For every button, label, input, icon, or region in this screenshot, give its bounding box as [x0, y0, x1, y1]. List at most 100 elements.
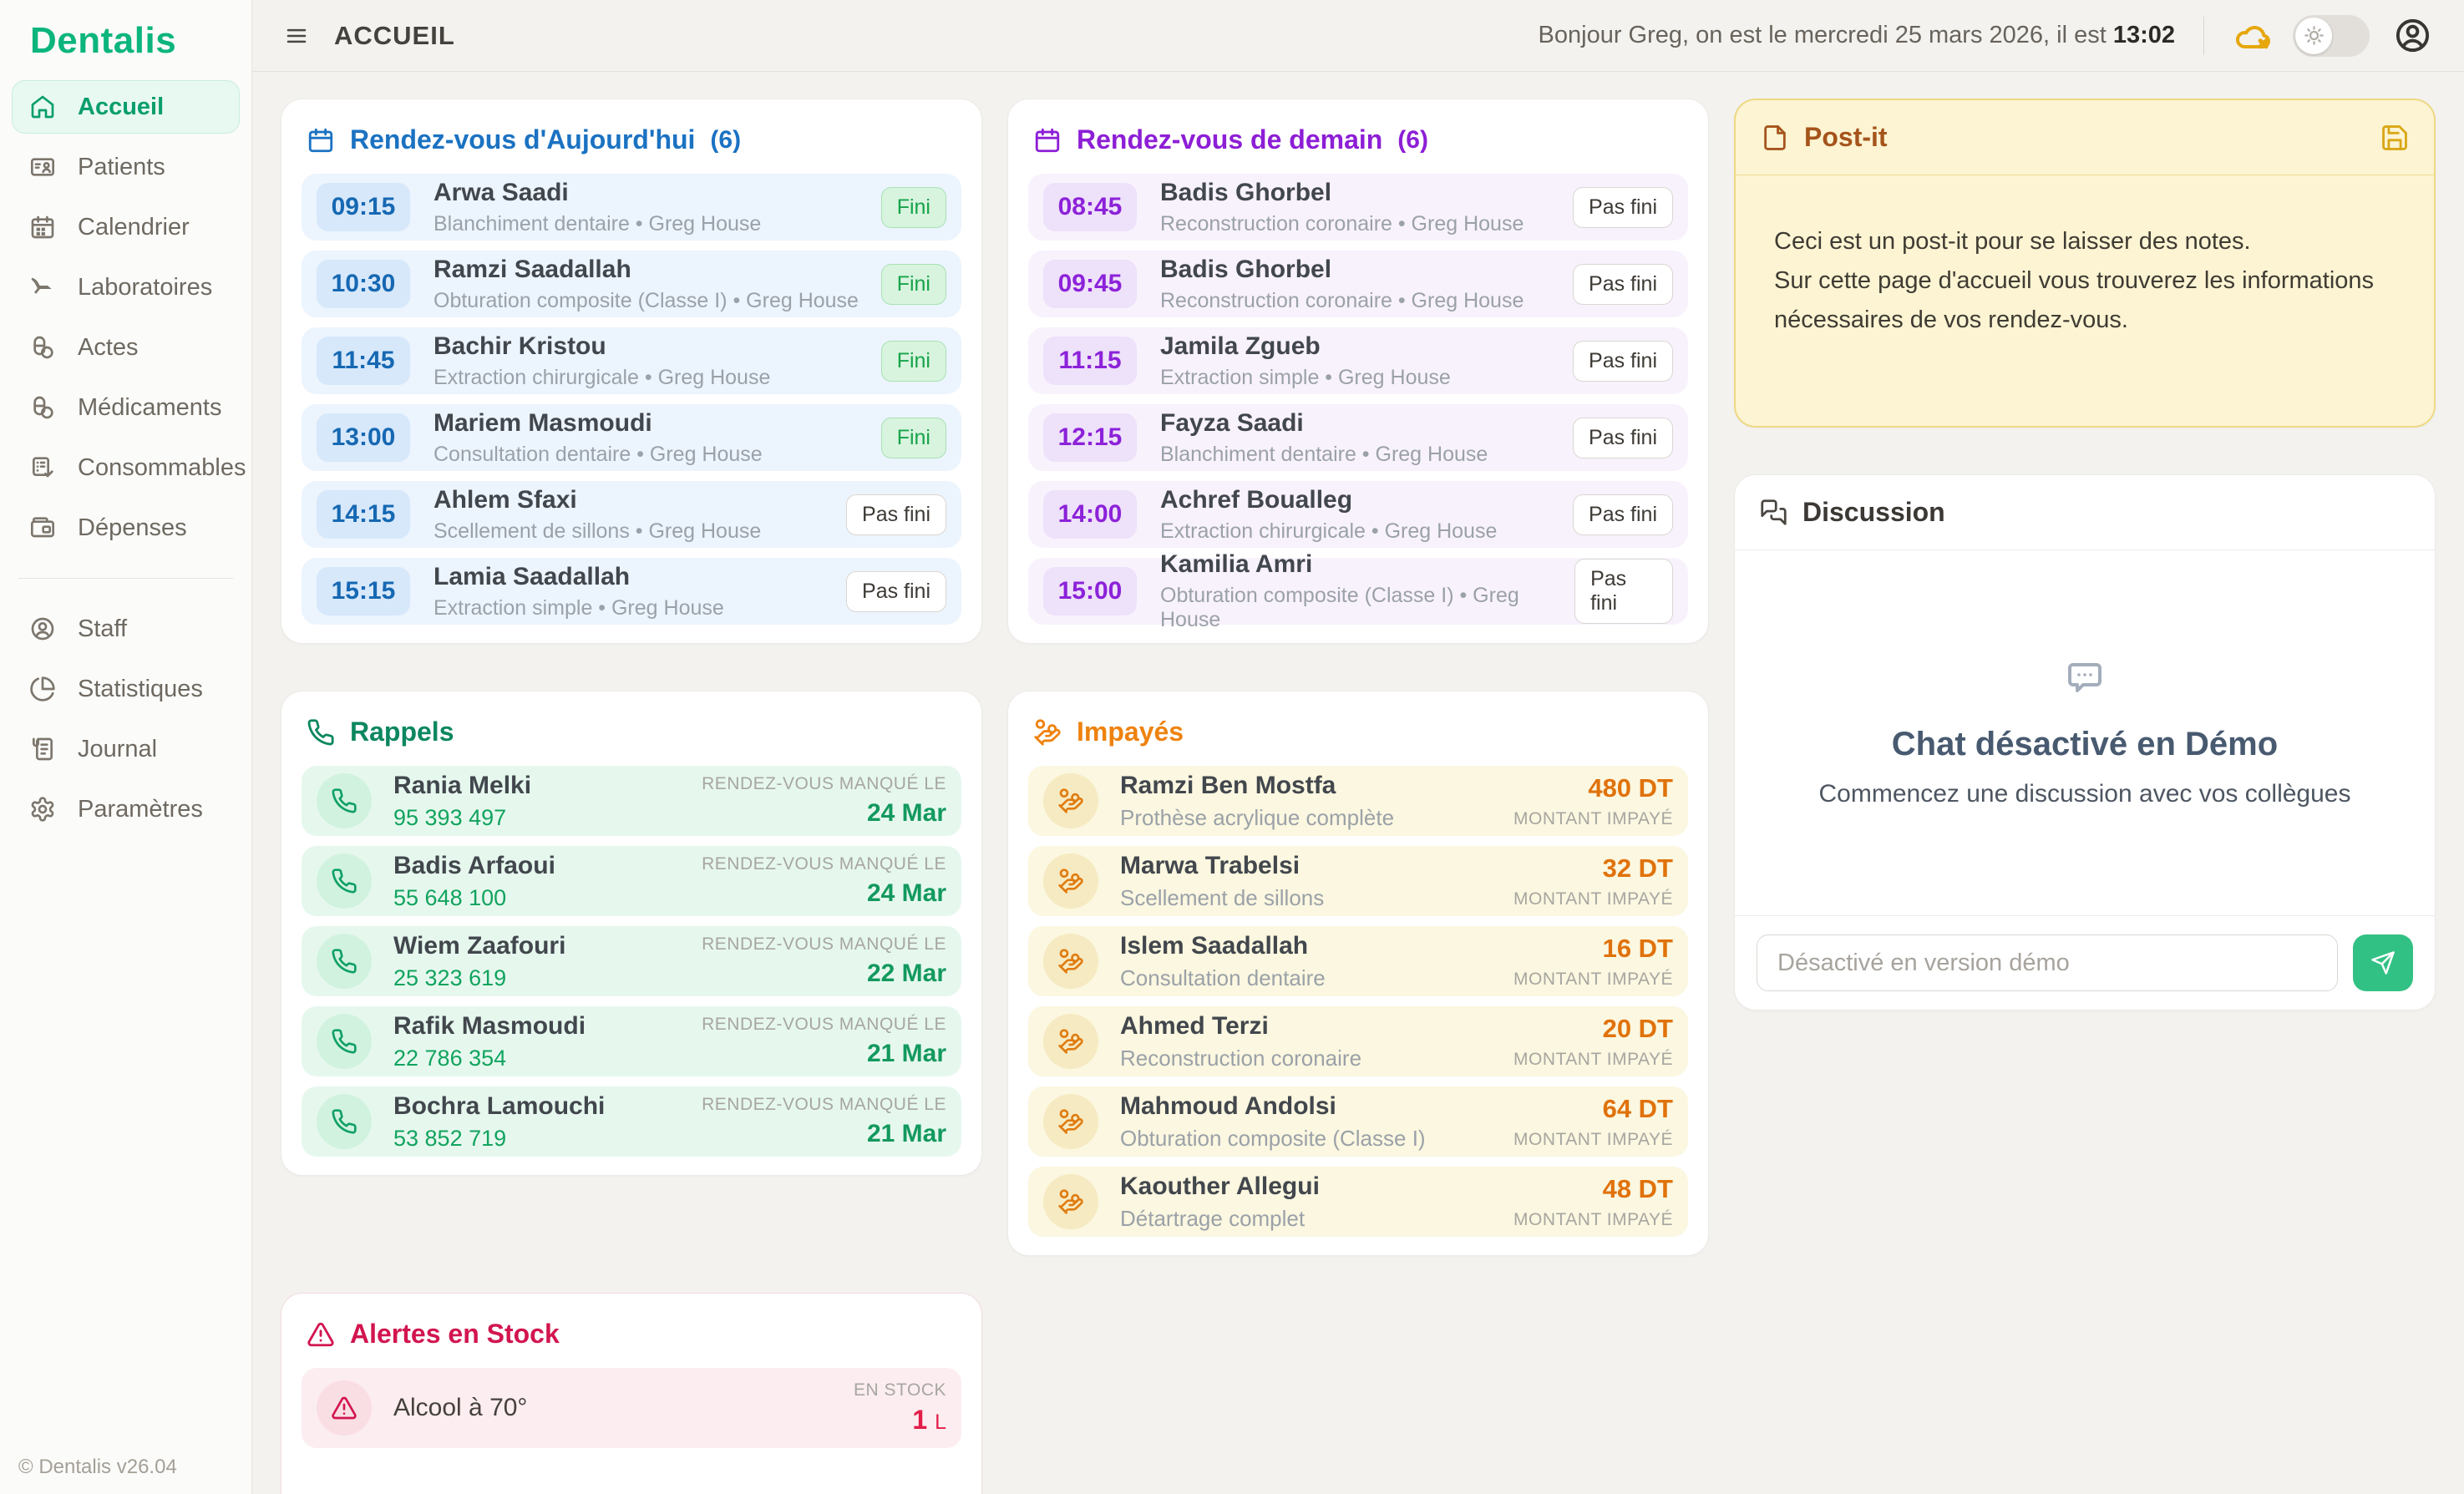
reminder-row[interactable]: Badis Arfaoui 55 648 100 RENDEZ-VOUS MAN… — [302, 846, 961, 916]
status-badge[interactable]: Pas fini — [1573, 341, 1673, 382]
sidebar-item-calendrier[interactable]: Calendrier — [12, 200, 240, 254]
stock-quantity: 1 L — [854, 1405, 946, 1436]
patient-name: Ahlem Sfaxi — [433, 486, 761, 514]
chat-message-input[interactable] — [1757, 934, 2338, 991]
hand-coins-icon — [1043, 1174, 1098, 1229]
theme-toggle[interactable] — [2293, 15, 2370, 57]
status-badge[interactable]: Pas fini — [1574, 559, 1673, 624]
appointment-time: 11:45 — [317, 337, 410, 385]
missed-label: RENDEZ-VOUS MANQUÉ LE — [702, 774, 946, 794]
sidebar-item-consommables[interactable]: Consommables — [12, 441, 240, 494]
reminder-row[interactable]: Wiem Zaafouri 25 323 619 RENDEZ-VOUS MAN… — [302, 926, 961, 996]
sidebar-item-depenses[interactable]: Dépenses — [12, 501, 240, 555]
reminder-row[interactable]: Rania Melki 95 393 497 RENDEZ-VOUS MANQU… — [302, 766, 961, 836]
status-badge[interactable]: Fini — [881, 341, 946, 382]
unpaid-row[interactable]: Marwa Trabelsi Scellement de sillons 32 … — [1028, 846, 1688, 916]
status-badge[interactable]: Fini — [881, 264, 946, 305]
patient-name: Rafik Masmoudi — [393, 1012, 586, 1041]
unpaid-row[interactable]: Islem Saadallah Consultation dentaire 16… — [1028, 926, 1688, 996]
reminders-list: Rania Melki 95 393 497 RENDEZ-VOUS MANQU… — [302, 766, 961, 1157]
appointment-row[interactable]: 15:00 Kamilia Amri Obturation composite … — [1028, 558, 1688, 625]
patient-name: Islem Saadallah — [1120, 932, 1326, 960]
appointment-detail: Obturation composite (Classe I) • Greg H… — [1160, 584, 1574, 632]
phone-icon — [317, 1014, 372, 1069]
note-file-icon — [1761, 124, 1789, 152]
status-badge[interactable]: Pas fini — [1573, 494, 1673, 535]
send-icon — [2370, 950, 2396, 975]
menu-button[interactable] — [284, 23, 309, 48]
sidebar-item-statistiques[interactable]: Statistiques — [12, 662, 240, 716]
appointment-row[interactable]: 11:45 Bachir Kristou Extraction chirurgi… — [302, 327, 961, 394]
missed-date: 21 Mar — [702, 1040, 946, 1068]
tomorrow-appointments-card: Rendez-vous de demain (6) 08:45 Badis Gh… — [1007, 99, 1709, 644]
unpaid-label: MONTANT IMPAYÉ — [1513, 1050, 1673, 1070]
account-button[interactable] — [2393, 16, 2432, 55]
appointment-detail: Extraction chirurgicale • Greg House — [1160, 519, 1497, 544]
appointment-row[interactable]: 08:45 Badis Ghorbel Reconstruction coron… — [1028, 174, 1688, 241]
card-title: Rappels — [350, 717, 454, 747]
stock-alerts-list: Alcool à 70° EN STOCK 1 L — [302, 1368, 961, 1448]
missed-label: RENDEZ-VOUS MANQUÉ LE — [702, 1095, 946, 1115]
status-badge[interactable]: Pas fini — [846, 571, 946, 612]
unpaid-row[interactable]: Kaouther Allegui Détartrage complet 48 D… — [1028, 1167, 1688, 1237]
appointment-row[interactable]: 11:15 Jamila Zgueb Extraction simple • G… — [1028, 327, 1688, 394]
appointment-detail: Reconstruction coronaire • Greg House — [1160, 212, 1524, 236]
save-note-button[interactable] — [2380, 124, 2409, 152]
appointment-row[interactable]: 13:00 Mariem Masmoudi Consultation denta… — [302, 404, 961, 471]
sidebar-item-laboratoires[interactable]: Laboratoires — [12, 261, 240, 314]
note-text-area[interactable]: Ceci est un post-it pour se laisser des … — [1736, 175, 2434, 340]
status-badge[interactable]: Fini — [881, 187, 946, 228]
card-title: Post-it — [1804, 122, 1888, 153]
card-title: Rendez-vous d'Aujourd'hui — [350, 124, 695, 155]
appointment-count: (6) — [710, 126, 741, 154]
sidebar-item-actes[interactable]: Actes — [12, 321, 240, 374]
appointment-row[interactable]: 14:00 Achref Boualleg Extraction chirurg… — [1028, 481, 1688, 548]
appointment-row[interactable]: 10:30 Ramzi Saadallah Obturation composi… — [302, 251, 961, 317]
today-appointments-list: 09:15 Arwa Saadi Blanchiment dentaire • … — [302, 174, 961, 625]
send-message-button[interactable] — [2353, 934, 2413, 991]
stock-alerts-card: Alertes en Stock Alcool à 70° EN STOCK 1… — [281, 1293, 982, 1494]
unpaid-row[interactable]: Ahmed Terzi Reconstruction coronaire 20 … — [1028, 1006, 1688, 1076]
appointment-row[interactable]: 09:45 Badis Ghorbel Reconstruction coron… — [1028, 251, 1688, 317]
patient-name: Jamila Zgueb — [1160, 332, 1451, 361]
status-badge[interactable]: Pas fini — [846, 494, 946, 535]
sidebar-item-medicaments[interactable]: Médicaments — [12, 381, 240, 434]
id-card-icon — [29, 154, 56, 180]
sidebar-nav: Accueil Patients Calendrier Laboratoires… — [0, 80, 251, 836]
unpaid-row[interactable]: Ramzi Ben Mostfa Prothèse acrylique comp… — [1028, 766, 1688, 836]
calendar-icon — [307, 126, 335, 154]
sidebar-item-patients[interactable]: Patients — [12, 140, 240, 194]
hand-coins-icon — [1043, 1094, 1098, 1149]
sidebar-item-accueil[interactable]: Accueil — [12, 80, 240, 134]
status-badge[interactable]: Pas fini — [1573, 187, 1673, 228]
sidebar-item-journal[interactable]: Journal — [12, 722, 240, 776]
patient-phone: 55 648 100 — [393, 885, 555, 911]
appointment-row[interactable]: 12:15 Fayza Saadi Blanchiment dentaire •… — [1028, 404, 1688, 471]
sidebar-item-staff[interactable]: Staff — [12, 602, 240, 656]
appointment-row[interactable]: 15:15 Lamia Saadallah Extraction simple … — [302, 558, 961, 625]
hand-coins-icon — [1043, 853, 1098, 909]
treatment-name: Scellement de sillons — [1120, 885, 1324, 911]
appointment-row[interactable]: 09:15 Arwa Saadi Blanchiment dentaire • … — [302, 174, 961, 241]
patient-name: Badis Ghorbel — [1160, 256, 1524, 284]
patient-name: Badis Arfaoui — [393, 852, 555, 880]
appointment-row[interactable]: 14:15 Ahlem Sfaxi Scellement de sillons … — [302, 481, 961, 548]
stock-alert-row[interactable]: Alcool à 70° EN STOCK 1 L — [302, 1368, 961, 1448]
status-badge[interactable]: Fini — [881, 418, 946, 458]
appointment-time: 12:15 — [1043, 413, 1137, 462]
status-badge[interactable]: Pas fini — [1573, 264, 1673, 305]
header-divider — [2203, 17, 2204, 55]
reminder-row[interactable]: Rafik Masmoudi 22 786 354 RENDEZ-VOUS MA… — [302, 1006, 961, 1076]
note-line: Ceci est un post-it pour se laisser des … — [1774, 222, 2396, 261]
phone-icon — [317, 853, 372, 909]
sidebar-item-parametres[interactable]: Paramètres — [12, 782, 240, 836]
stock-label: EN STOCK — [854, 1380, 946, 1400]
cloud-offline-button[interactable] — [2233, 16, 2273, 56]
appointment-time: 08:45 — [1043, 183, 1137, 231]
reminder-row[interactable]: Bochra Lamouchi 53 852 719 RENDEZ-VOUS M… — [302, 1086, 961, 1157]
treatment-name: Obturation composite (Classe I) — [1120, 1126, 1426, 1152]
calendar-icon — [29, 214, 56, 241]
status-badge[interactable]: Pas fini — [1573, 418, 1673, 458]
unpaid-row[interactable]: Mahmoud Andolsi Obturation composite (Cl… — [1028, 1086, 1688, 1157]
hand-coins-icon — [1033, 718, 1062, 747]
